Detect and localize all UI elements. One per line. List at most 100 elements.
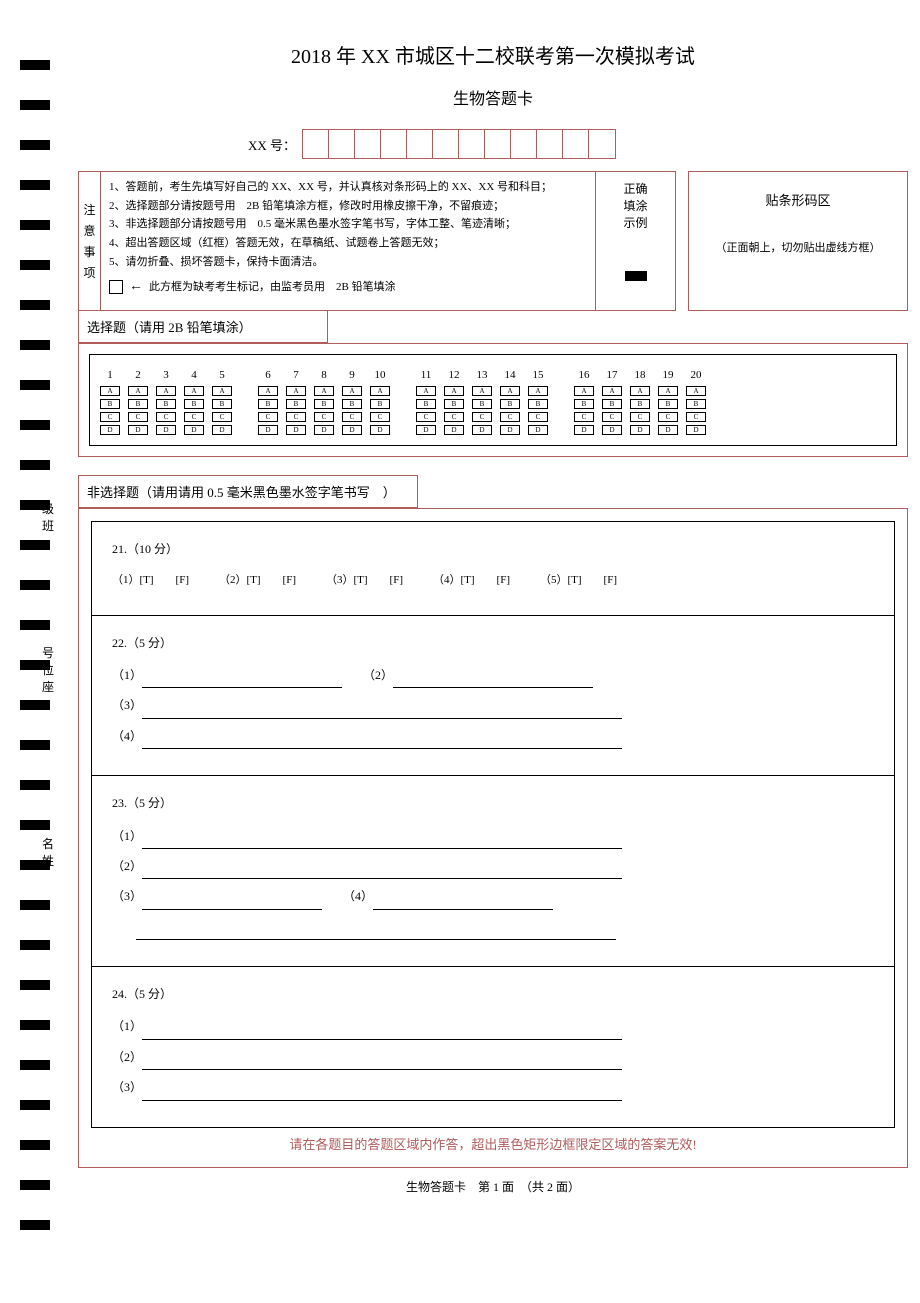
- choice-bubble-d[interactable]: D: [686, 425, 706, 435]
- choice-bubble-b[interactable]: B: [602, 399, 622, 409]
- choice-bubble-d[interactable]: D: [444, 425, 464, 435]
- choice-bubble-a[interactable]: A: [156, 386, 176, 396]
- choice-bubble-b[interactable]: B: [100, 399, 120, 409]
- absent-checkbox[interactable]: [109, 280, 123, 294]
- choice-bubble-b[interactable]: B: [370, 399, 390, 409]
- choice-bubble-d[interactable]: D: [472, 425, 492, 435]
- question-column: 11ABCD: [416, 369, 436, 435]
- choice-bubble-a[interactable]: A: [472, 386, 492, 396]
- choice-bubble-a[interactable]: A: [444, 386, 464, 396]
- choice-bubble-a[interactable]: A: [314, 386, 334, 396]
- choice-bubble-a[interactable]: A: [184, 386, 204, 396]
- id-cell[interactable]: [537, 130, 563, 158]
- choice-bubble-d[interactable]: D: [258, 425, 278, 435]
- choice-bubble-d[interactable]: D: [100, 425, 120, 435]
- id-cell[interactable]: [485, 130, 511, 158]
- choice-bubble-c[interactable]: C: [156, 412, 176, 422]
- choice-bubble-a[interactable]: A: [658, 386, 678, 396]
- choice-bubble-b[interactable]: B: [416, 399, 436, 409]
- choice-bubble-c[interactable]: C: [500, 412, 520, 422]
- id-cell[interactable]: [381, 130, 407, 158]
- choice-bubble-a[interactable]: A: [100, 386, 120, 396]
- choice-bubble-c[interactable]: C: [686, 412, 706, 422]
- choice-bubble-c[interactable]: C: [574, 412, 594, 422]
- choice-bubble-c[interactable]: C: [342, 412, 362, 422]
- question-number: 8: [321, 369, 327, 383]
- choice-bubble-a[interactable]: A: [528, 386, 548, 396]
- choice-bubble-a[interactable]: A: [500, 386, 520, 396]
- choice-bubble-c[interactable]: C: [100, 412, 120, 422]
- choice-bubble-c[interactable]: C: [658, 412, 678, 422]
- choice-bubble-d[interactable]: D: [416, 425, 436, 435]
- choice-bubble-b[interactable]: B: [128, 399, 148, 409]
- choice-bubble-a[interactable]: A: [630, 386, 650, 396]
- id-cell[interactable]: [329, 130, 355, 158]
- choice-bubble-d[interactable]: D: [342, 425, 362, 435]
- choice-bubble-a[interactable]: A: [574, 386, 594, 396]
- choice-bubble-d[interactable]: D: [370, 425, 390, 435]
- choice-bubble-a[interactable]: A: [258, 386, 278, 396]
- id-grid[interactable]: [302, 129, 616, 159]
- choice-bubble-b[interactable]: B: [658, 399, 678, 409]
- choice-bubble-d[interactable]: D: [630, 425, 650, 435]
- barcode-area: 贴条形码区 （正面朝上，切勿贴出虚线方框）: [688, 171, 908, 311]
- choice-bubble-c[interactable]: C: [314, 412, 334, 422]
- choice-bubble-c[interactable]: C: [286, 412, 306, 422]
- question-number: 3: [163, 369, 169, 383]
- choice-bubble-d[interactable]: D: [128, 425, 148, 435]
- choice-bubble-b[interactable]: B: [342, 399, 362, 409]
- choice-bubble-b[interactable]: B: [444, 399, 464, 409]
- choice-bubble-b[interactable]: B: [686, 399, 706, 409]
- id-cell[interactable]: [407, 130, 433, 158]
- choice-bubble-d[interactable]: D: [286, 425, 306, 435]
- choice-bubble-c[interactable]: C: [212, 412, 232, 422]
- choice-bubble-b[interactable]: B: [286, 399, 306, 409]
- choice-bubble-d[interactable]: D: [658, 425, 678, 435]
- choice-bubble-c[interactable]: C: [602, 412, 622, 422]
- choice-bubble-d[interactable]: D: [184, 425, 204, 435]
- choice-bubble-a[interactable]: A: [686, 386, 706, 396]
- id-cell[interactable]: [589, 130, 615, 158]
- choice-bubble-b[interactable]: B: [314, 399, 334, 409]
- choice-bubble-a[interactable]: A: [128, 386, 148, 396]
- choice-bubble-d[interactable]: D: [602, 425, 622, 435]
- choice-bubble-d[interactable]: D: [212, 425, 232, 435]
- id-cell[interactable]: [355, 130, 381, 158]
- question-column: 9ABCD: [342, 369, 362, 435]
- choice-bubble-c[interactable]: C: [370, 412, 390, 422]
- choice-bubble-c[interactable]: C: [528, 412, 548, 422]
- choice-bubble-b[interactable]: B: [574, 399, 594, 409]
- id-cell[interactable]: [563, 130, 589, 158]
- choice-bubble-b[interactable]: B: [472, 399, 492, 409]
- id-cell[interactable]: [511, 130, 537, 158]
- choice-bubble-b[interactable]: B: [184, 399, 204, 409]
- choice-bubble-d[interactable]: D: [314, 425, 334, 435]
- choice-bubble-a[interactable]: A: [212, 386, 232, 396]
- choice-bubble-c[interactable]: C: [258, 412, 278, 422]
- choice-bubble-b[interactable]: B: [156, 399, 176, 409]
- choice-bubble-b[interactable]: B: [630, 399, 650, 409]
- choice-bubble-d[interactable]: D: [574, 425, 594, 435]
- question-number: 14: [505, 369, 516, 383]
- choice-bubble-a[interactable]: A: [416, 386, 436, 396]
- id-cell[interactable]: [433, 130, 459, 158]
- id-cell[interactable]: [459, 130, 485, 158]
- choice-bubble-b[interactable]: B: [212, 399, 232, 409]
- choice-bubble-c[interactable]: C: [184, 412, 204, 422]
- choice-bubble-a[interactable]: A: [370, 386, 390, 396]
- choice-bubble-a[interactable]: A: [602, 386, 622, 396]
- choice-bubble-a[interactable]: A: [286, 386, 306, 396]
- choice-bubble-a[interactable]: A: [342, 386, 362, 396]
- choice-bubble-c[interactable]: C: [416, 412, 436, 422]
- choice-bubble-d[interactable]: D: [500, 425, 520, 435]
- choice-bubble-d[interactable]: D: [156, 425, 176, 435]
- choice-bubble-c[interactable]: C: [128, 412, 148, 422]
- choice-bubble-c[interactable]: C: [630, 412, 650, 422]
- choice-bubble-b[interactable]: B: [528, 399, 548, 409]
- choice-bubble-b[interactable]: B: [500, 399, 520, 409]
- choice-bubble-c[interactable]: C: [444, 412, 464, 422]
- id-cell[interactable]: [303, 130, 329, 158]
- choice-bubble-d[interactable]: D: [528, 425, 548, 435]
- choice-bubble-c[interactable]: C: [472, 412, 492, 422]
- choice-bubble-b[interactable]: B: [258, 399, 278, 409]
